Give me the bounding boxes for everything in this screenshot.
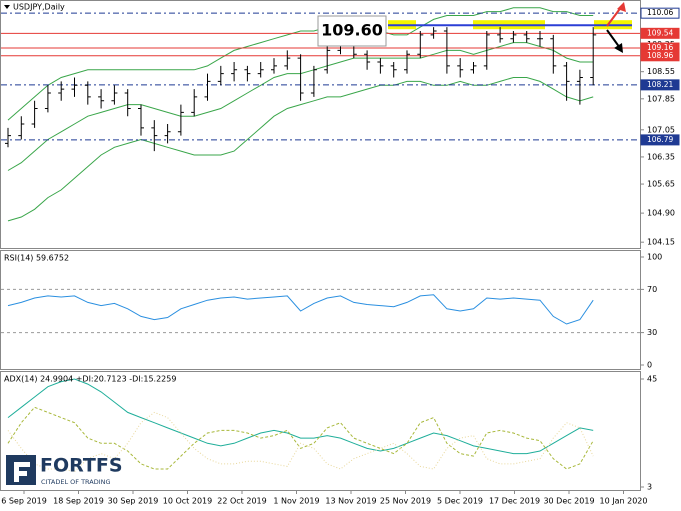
level-box bbox=[640, 79, 680, 91]
y-tick-label: 100 bbox=[647, 253, 662, 262]
y-tick-label: 45 bbox=[647, 375, 657, 384]
level-box bbox=[640, 27, 680, 39]
y-tick-label: 106.35 bbox=[647, 152, 675, 161]
bollinger-band bbox=[7, 77, 594, 222]
y-tick-label: 104.90 bbox=[647, 209, 675, 218]
level-box bbox=[640, 134, 680, 146]
x-tick-label: 5 Dec 2019 bbox=[437, 497, 483, 506]
level-box bbox=[640, 7, 680, 19]
arrows bbox=[606, 2, 626, 53]
logo-f bbox=[14, 462, 30, 482]
y-tick-label: 108.55 bbox=[647, 67, 675, 76]
frame bbox=[0, 0, 641, 491]
level-label: 108.21 bbox=[647, 80, 673, 89]
y-tick-label: 0 bbox=[647, 361, 652, 370]
y-tick-label: 107.85 bbox=[647, 94, 675, 103]
rsi-pane bbox=[0, 250, 641, 370]
adx-line bbox=[7, 378, 594, 455]
x-tick-label: 10 Jan 2020 bbox=[600, 497, 648, 506]
y-tick-label: 105.65 bbox=[647, 180, 675, 189]
adx-pane bbox=[0, 371, 641, 491]
y-tick-label: 107.05 bbox=[647, 125, 675, 134]
callout-label: 109.60 bbox=[321, 21, 383, 40]
bollinger-band bbox=[7, 7, 594, 121]
logo-tagline: CITADEL OF TRADING bbox=[41, 478, 111, 486]
callout-box bbox=[317, 15, 387, 47]
y-tick-label: 3 bbox=[647, 483, 652, 492]
level-label: 109.16 bbox=[647, 43, 673, 52]
marks: 109.25108.55107.85107.05106.35105.65104.… bbox=[1, 7, 680, 506]
x-tick-label: 6 Sep 2019 bbox=[1, 497, 47, 506]
down-arrow bbox=[606, 29, 621, 49]
x-tick-label: 18 Sep 2019 bbox=[53, 497, 104, 506]
y-tick-label: 70 bbox=[647, 285, 657, 294]
adx-title: ADX(14) 24.9904 +DI:20.7123 -DI:15.2259 bbox=[4, 375, 176, 384]
logo-mark bbox=[6, 455, 36, 485]
logo-name: FORTFS bbox=[40, 455, 123, 477]
level-box bbox=[640, 50, 680, 62]
x-tick-label: 30 Sep 2019 bbox=[108, 497, 159, 506]
x-tick-label: 13 Nov 2019 bbox=[325, 497, 376, 506]
rsi-line bbox=[7, 294, 594, 325]
x-tick-label: 30 Dec 2019 bbox=[543, 497, 594, 506]
menu-triangle bbox=[4, 5, 10, 9]
x-tick-label: 25 Nov 2019 bbox=[380, 497, 431, 506]
rsi-title: RSI(14) 59.6752 bbox=[4, 254, 69, 263]
level-label: 110.06 bbox=[647, 8, 673, 17]
y-tick-label: 104.15 bbox=[647, 238, 675, 247]
y-tick-label: 30 bbox=[647, 328, 657, 337]
x-tick-label: 10 Oct 2019 bbox=[163, 497, 212, 506]
x-tick-label: 1 Nov 2019 bbox=[273, 497, 319, 506]
level-label: 109.54 bbox=[647, 28, 673, 37]
adx-line bbox=[7, 406, 594, 470]
level-label: 108.96 bbox=[647, 51, 673, 60]
price-pane bbox=[0, 0, 641, 249]
adx-line bbox=[7, 411, 594, 473]
logo: FORTFS CITADEL OF TRADING bbox=[6, 455, 123, 486]
up-arrow-head bbox=[617, 2, 626, 12]
x-tick-label: 22 Oct 2019 bbox=[217, 497, 266, 506]
level-label: 106.79 bbox=[647, 135, 673, 144]
price-title: USDJPY,Daily bbox=[13, 3, 65, 12]
x-tick-label: 17 Dec 2019 bbox=[489, 497, 540, 506]
down-arrow-head bbox=[614, 43, 623, 53]
